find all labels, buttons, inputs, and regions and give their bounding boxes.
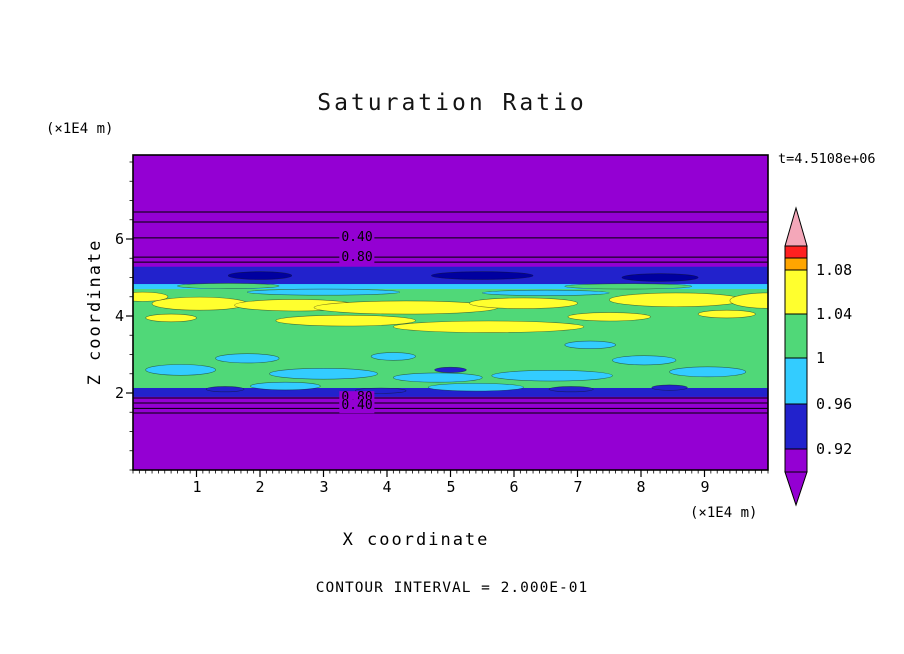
x-tick-label: 4 [382,478,392,496]
x-tick-label: 9 [700,478,710,496]
colorbar-label: 0.96 [816,395,853,413]
colorbar-segment [784,313,808,359]
x-axis-unit: (×1E4 m) [690,505,758,521]
x-tick-label: 7 [573,478,583,496]
colorbar-segment [784,403,808,450]
colorbar-segment [784,448,808,473]
x-tick-label: 1 [192,478,202,496]
contour-label: 0.80 [339,250,375,266]
colorbar-top-arrow [784,206,808,247]
contour-field [133,155,768,470]
page-title: Saturation Ratio [317,90,587,116]
colorbar-segment [784,257,808,271]
colorbar-label: 1 [816,349,826,367]
colorbar-segment [784,357,808,405]
x-tick-label: 8 [636,478,646,496]
contour-label: 0.40 [339,230,375,246]
contour-label: 0.40 [339,398,375,414]
colorbar-label: 1.04 [816,305,853,323]
z-tick-label: 6 [114,230,124,248]
x-tick-label: 5 [446,478,456,496]
contour-interval-label: CONTOUR INTERVAL = 2.000E-01 [315,580,589,596]
colorbar-segment [784,269,808,315]
time-label: t=4.5108e+06 [778,151,876,167]
x-tick-label: 3 [319,478,329,496]
z-tick-label: 4 [114,307,124,325]
x-tick-label: 6 [509,478,519,496]
colorbar-bottom-arrow [784,471,808,507]
colorbar-segment [784,245,808,259]
x-tick-label: 2 [255,478,265,496]
x-axis-label: X coordinate [342,530,490,550]
z-axis-unit: (×1E4 m) [46,121,114,137]
colorbar-label: 1.08 [816,261,853,279]
z-tick-label: 2 [114,384,124,402]
colorbar-label: 0.92 [816,440,853,458]
axis-ticks [126,161,769,477]
